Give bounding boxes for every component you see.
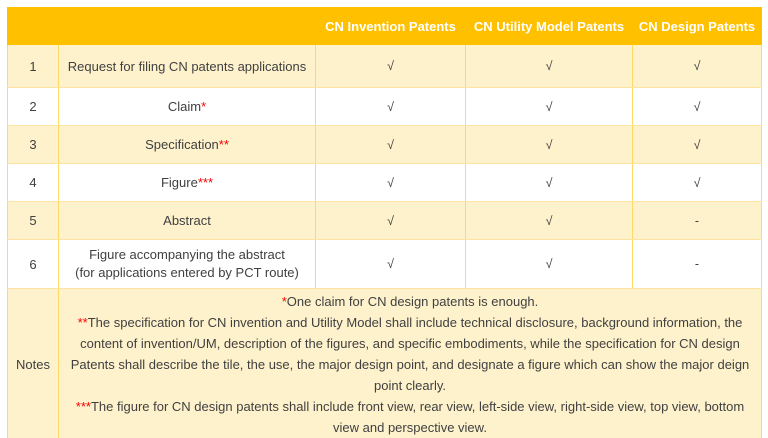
note-item: **The specification for CN invention and… <box>63 312 757 396</box>
header-col-invention: CN Invention Patents <box>315 7 466 45</box>
table-row: 6 Figure accompanying the abstract (for … <box>7 239 762 289</box>
check-utility: √ <box>465 163 633 202</box>
document-name: Specification** <box>58 125 316 164</box>
note-item: ***The figure for CN design patents shal… <box>63 396 757 438</box>
document-name: Claim* <box>58 87 316 126</box>
header-col-utility: CN Utility Model Patents <box>465 7 633 45</box>
footnote-mark: *** <box>197 175 214 190</box>
check-invention: √ <box>315 163 466 202</box>
notes-row: Notes *One claim for CN design patents i… <box>7 288 762 438</box>
document-label-line1: Figure accompanying the abstract <box>89 247 285 262</box>
document-name: Abstract <box>58 201 316 240</box>
row-number: 1 <box>7 44 59 88</box>
document-name: Figure*** <box>58 163 316 202</box>
check-design: √ <box>632 125 762 164</box>
check-utility: √ <box>465 239 633 289</box>
footnote-mark: ** <box>77 315 88 330</box>
check-design: √ <box>632 87 762 126</box>
table-row: 3 Specification** √ √ √ <box>7 125 762 164</box>
check-invention: √ <box>315 87 466 126</box>
document-label: Specification <box>145 137 219 152</box>
dash-design: - <box>632 201 762 240</box>
document-label: Request for filing CN patents applicatio… <box>67 58 307 74</box>
notes-body: *One claim for CN design patents is enou… <box>58 288 762 438</box>
check-utility: √ <box>465 201 633 240</box>
dash-design: - <box>632 239 762 289</box>
table-row: 4 Figure*** √ √ √ <box>7 163 762 202</box>
notes-label: Notes <box>7 288 59 438</box>
document-label: Claim <box>167 99 202 114</box>
check-design: √ <box>632 44 762 88</box>
patent-documents-table: CN Invention Patents CN Utility Model Pa… <box>7 7 762 438</box>
check-invention: √ <box>315 201 466 240</box>
header-empty-cell <box>7 7 316 45</box>
note-text: One claim for CN design patents is enoug… <box>286 294 539 309</box>
note-text: The figure for CN design patents shall i… <box>90 399 745 435</box>
row-number: 5 <box>7 201 59 240</box>
table-row: 5 Abstract √ √ - <box>7 201 762 240</box>
footnote-mark: * <box>281 294 287 309</box>
header-col-design: CN Design Patents <box>632 7 762 45</box>
check-invention: √ <box>315 239 466 289</box>
table-header-row: CN Invention Patents CN Utility Model Pa… <box>7 7 762 45</box>
document-label: Abstract <box>163 213 211 228</box>
document-label: Figure <box>160 175 198 190</box>
row-number: 4 <box>7 163 59 202</box>
row-number: 3 <box>7 125 59 164</box>
check-utility: √ <box>465 125 633 164</box>
table-row: 1 Request for filing CN patents applicat… <box>7 44 762 88</box>
document-name: Request for filing CN patents applicatio… <box>58 44 316 88</box>
document-name: Figure accompanying the abstract (for ap… <box>58 239 316 289</box>
check-design: √ <box>632 163 762 202</box>
check-invention: √ <box>315 125 466 164</box>
footnote-mark: *** <box>75 399 91 414</box>
check-utility: √ <box>465 44 633 88</box>
document-label-line2: (for applications entered by PCT route) <box>75 265 299 280</box>
footnote-mark: * <box>201 99 207 114</box>
check-invention: √ <box>315 44 466 88</box>
table-row: 2 Claim* √ √ √ <box>7 87 762 126</box>
footnote-mark: ** <box>218 137 229 152</box>
note-item: *One claim for CN design patents is enou… <box>63 291 757 312</box>
row-number: 2 <box>7 87 59 126</box>
row-number: 6 <box>7 239 59 289</box>
check-utility: √ <box>465 87 633 126</box>
note-text: The specification for CN invention and U… <box>70 315 750 393</box>
